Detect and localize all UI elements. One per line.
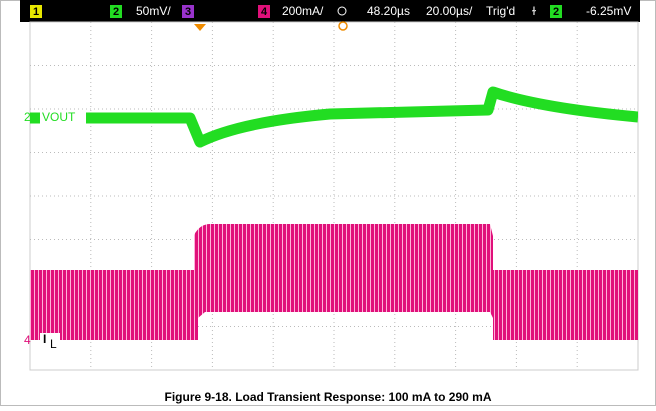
delay-marker xyxy=(338,21,348,31)
trigger-source: 2 xyxy=(553,6,559,18)
caption: Figure 9-18. Load Transient Response: 10… xyxy=(165,390,492,404)
il-trace xyxy=(30,224,638,340)
ch2-box xyxy=(110,5,122,18)
ch4-box xyxy=(258,5,270,18)
il-label-sub: L xyxy=(50,337,57,351)
ch4: 4 xyxy=(261,6,268,18)
il-label: I xyxy=(43,332,46,346)
ch3-box xyxy=(182,5,194,18)
ch3: 3 xyxy=(185,6,191,18)
ch2: 2 xyxy=(113,6,119,18)
trigger-status: Trig'd xyxy=(486,4,515,18)
timebase: 20.00µs/ xyxy=(426,4,473,18)
delay-icon xyxy=(337,6,347,16)
vout-marker: 2 xyxy=(24,110,31,124)
trig-src-box xyxy=(550,5,562,18)
ch1-box xyxy=(30,5,42,18)
trigger-icon: ɫ xyxy=(532,4,536,18)
il-label-bg xyxy=(40,333,60,349)
delay: 48.20µs xyxy=(367,4,410,18)
vout-label-bg xyxy=(40,110,86,126)
ch2-scale: 50mV/ xyxy=(136,4,171,18)
ch4-scale: 200mA/ xyxy=(282,4,324,18)
ch1: 1 xyxy=(33,6,39,18)
trigger-level: -6.25mV xyxy=(586,4,631,18)
il-marker: 4 xyxy=(24,333,31,347)
vout-label: VOUT xyxy=(42,110,76,124)
top-bar xyxy=(20,0,640,22)
trigger-position xyxy=(194,24,206,31)
vout-trace xyxy=(30,86,638,148)
